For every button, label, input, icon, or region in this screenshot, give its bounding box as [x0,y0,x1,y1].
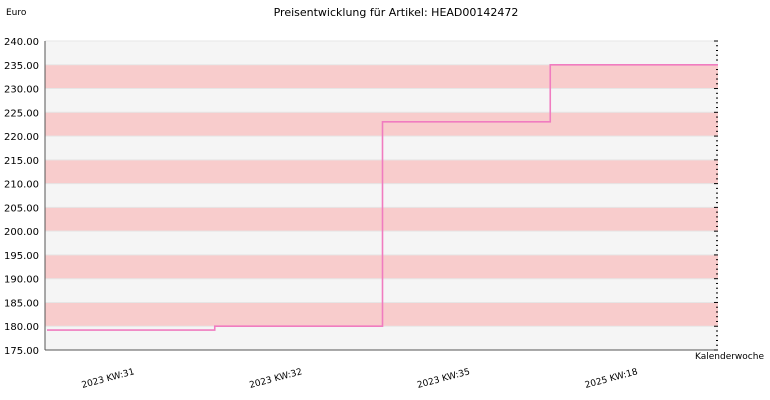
grid-band [45,41,718,65]
grid-band [45,207,718,232]
y-tick-label: 210.00 [4,180,39,191]
grid-band [45,64,718,89]
y-tick-label: 230.00 [4,85,39,96]
grid-band [45,112,718,137]
x-tick-label: 2023 KW:35 [416,367,471,391]
y-tick-label: 190.00 [4,275,39,286]
plot-area: 175.00 180.00 185.00 190.00 195.00 200.00 205.… [4,37,718,391]
y-tick-label: 215.00 [4,156,39,167]
y-tick-label: 205.00 [4,203,39,214]
y-tick-label: 220.00 [4,132,39,143]
grid-band [45,326,718,350]
y-tick-label: 185.00 [4,298,39,309]
x-axis-label: Kalenderwoche [695,352,764,362]
x-tick-label: 2023 KW:32 [248,367,303,391]
y-tick-label: 180.00 [4,322,39,333]
x-tick-label: 2025 KW:18 [584,367,639,391]
grid-band [45,302,718,327]
x-tick-label: 2023 KW:31 [81,367,136,391]
grid-band [45,159,718,184]
chart-title: Preisentwicklung für Artikel: HEAD001424… [274,6,519,19]
grid-band [45,278,718,303]
grid-band [45,88,718,113]
grid-band [45,183,718,208]
price-step-line [47,63,718,331]
grid-band [45,231,718,255]
y-tick-label: 240.00 [4,37,39,48]
y-tick-label: 195.00 [4,251,39,262]
y-axis-label: Euro [6,8,27,18]
y-tick-label: 235.00 [4,61,39,72]
y-tick-label: 225.00 [4,108,39,119]
grid-band [45,136,718,160]
grid-band [45,254,718,279]
y-tick-label: 200.00 [4,227,39,238]
y-tick-label: 175.00 [4,346,39,357]
